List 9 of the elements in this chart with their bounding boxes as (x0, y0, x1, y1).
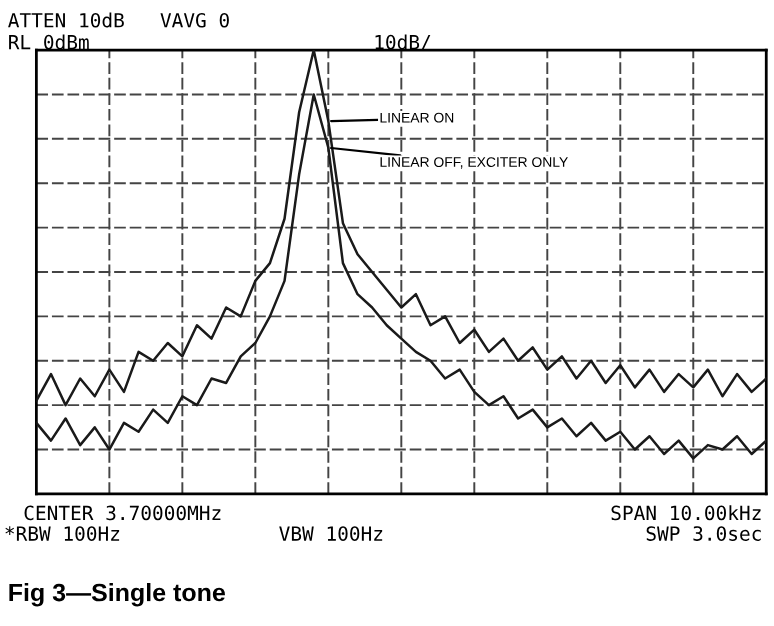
text: ATTEN 10dB VAVG 0 (8, 12, 229, 28)
text: SWP 3.0sec (646, 526, 761, 541)
annotation: 10dB/ (375, 34, 431, 52)
text: Fig 3—Single tone (9, 582, 225, 607)
text: CENTER 3.70000MHz (24, 505, 221, 521)
text: VBW 100Hz (279, 526, 383, 541)
text: SPAN 10.00kHz (611, 505, 761, 521)
text: RL 0dBm (9, 34, 89, 50)
text: *RBW 100Hz (5, 526, 120, 541)
